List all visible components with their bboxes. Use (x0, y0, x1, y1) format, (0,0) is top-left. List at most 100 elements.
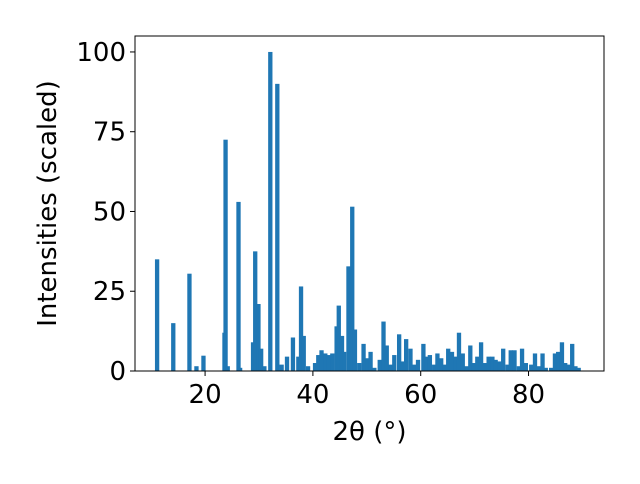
bar (352, 329, 358, 371)
bar (268, 51, 273, 371)
bar (412, 364, 417, 371)
bar (566, 364, 571, 371)
bar (516, 366, 521, 371)
bar (305, 366, 311, 371)
bar (468, 345, 473, 371)
bar (482, 363, 488, 371)
y-axis-ticks: 0 25 50 75 100 (76, 38, 135, 387)
bar (523, 363, 528, 371)
bar (490, 356, 495, 371)
bar (478, 342, 484, 371)
bar (576, 367, 581, 371)
y-axis-label: Intensities (scaled) (33, 80, 63, 327)
bar (549, 367, 554, 371)
bar (460, 353, 465, 371)
bar (529, 364, 534, 371)
bar (497, 361, 502, 371)
bar (330, 353, 335, 371)
bar (350, 206, 355, 371)
bar (439, 358, 444, 371)
bar (453, 356, 458, 371)
x-tick-label: 80 (512, 380, 545, 410)
bar (501, 348, 506, 371)
bar (334, 326, 339, 371)
x-tick-label: 40 (296, 380, 329, 410)
bar (194, 366, 199, 371)
x-axis-label: 2θ (°) (332, 417, 406, 447)
bar (536, 366, 541, 371)
bar (250, 342, 256, 371)
bar (312, 363, 318, 371)
bar (396, 334, 402, 371)
bar (368, 351, 373, 371)
x-tick-label: 20 (189, 380, 222, 410)
bar (253, 251, 258, 371)
y-tick-label: 75 (93, 118, 126, 148)
bar (357, 363, 362, 371)
bar (540, 353, 545, 371)
bar (532, 353, 538, 371)
bar (336, 305, 341, 371)
y-tick-label: 100 (76, 38, 126, 68)
bar (563, 363, 568, 371)
bar (256, 304, 261, 371)
bar (505, 364, 510, 371)
bar (464, 366, 469, 371)
bars-layer (154, 51, 581, 372)
bar (493, 359, 498, 371)
bar (552, 353, 558, 371)
bar (323, 353, 328, 371)
bar (456, 332, 462, 371)
bar (361, 343, 366, 371)
bar (326, 355, 332, 371)
bar (570, 343, 575, 371)
x-tick-label: 60 (404, 380, 437, 410)
bar (400, 361, 406, 371)
plot-frame (134, 35, 605, 372)
y-tick-label: 25 (93, 277, 126, 307)
bar (408, 348, 413, 371)
bar (442, 364, 447, 371)
bar (301, 335, 306, 371)
bar (275, 83, 280, 372)
bar (415, 359, 421, 371)
bar (421, 343, 426, 371)
x-axis-ticks: 20 40 60 80 (189, 371, 545, 410)
y-tick-label: 0 (109, 357, 126, 387)
bar (543, 367, 548, 371)
bar (519, 348, 525, 371)
bar (319, 350, 324, 371)
bar (384, 345, 389, 371)
bar (284, 356, 290, 371)
bar (446, 348, 451, 371)
bar (573, 366, 578, 371)
bar (296, 356, 301, 371)
bar (377, 359, 382, 371)
bar (171, 323, 176, 371)
bar (508, 350, 513, 371)
bar (290, 337, 296, 371)
bar (449, 351, 455, 371)
bar (225, 366, 230, 371)
bar (381, 321, 386, 371)
bar (404, 339, 409, 371)
bar (298, 286, 304, 371)
bar (486, 356, 491, 371)
bar (372, 367, 377, 371)
bar (435, 353, 440, 371)
bar (559, 342, 565, 371)
bar (237, 367, 243, 371)
bar (187, 273, 192, 371)
bar (512, 350, 517, 371)
bar (342, 351, 347, 371)
bar (236, 201, 241, 371)
bar (316, 355, 321, 371)
bar (365, 358, 370, 371)
bar (339, 335, 345, 371)
bar (279, 364, 284, 371)
bar (258, 348, 264, 371)
bar (223, 139, 228, 371)
bar (427, 355, 433, 371)
